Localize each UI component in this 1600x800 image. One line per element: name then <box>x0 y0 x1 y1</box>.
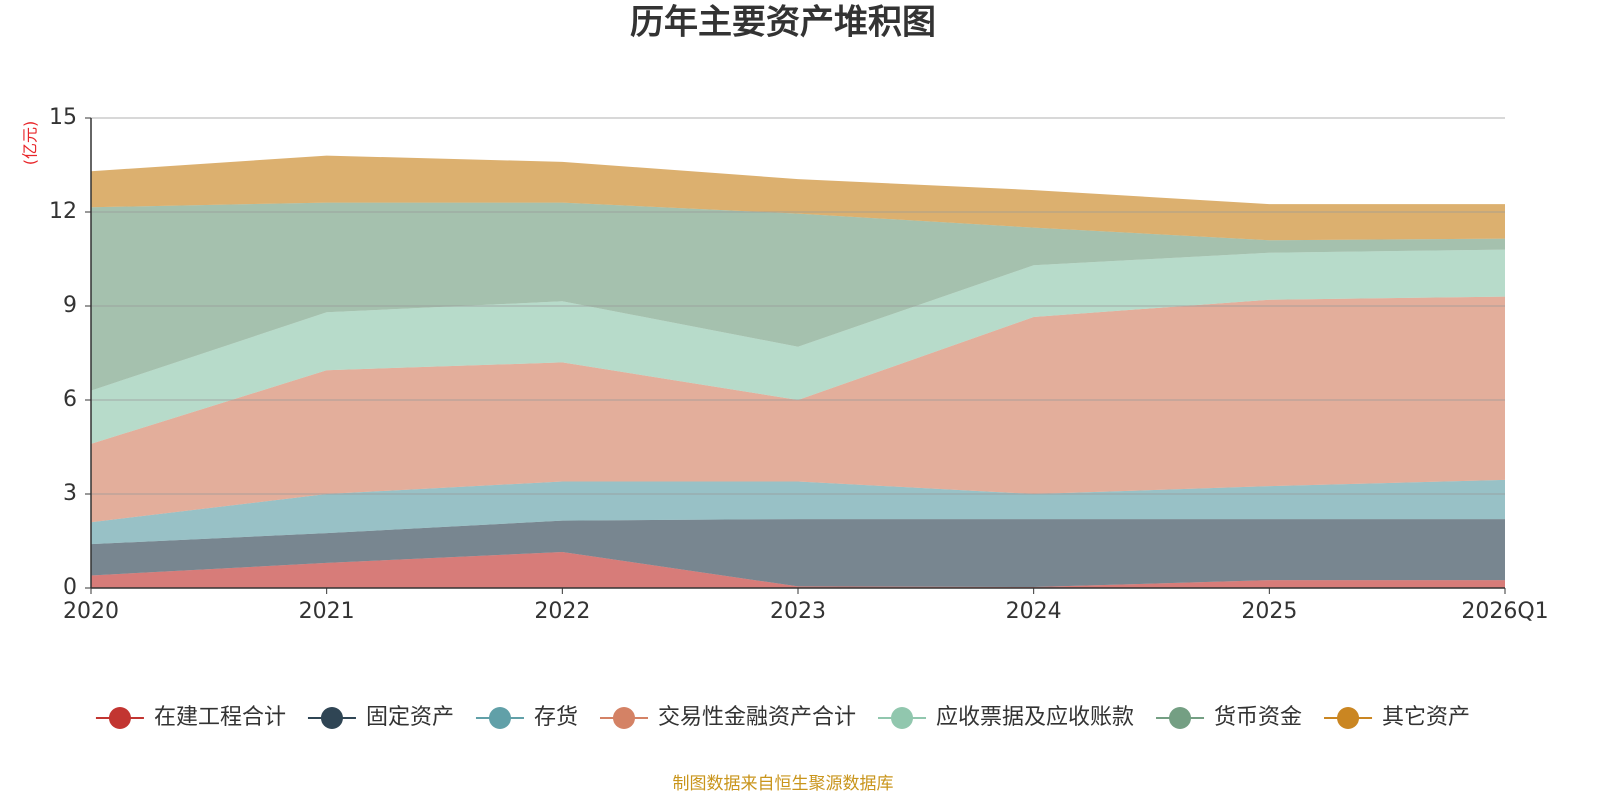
y-tick-label: 15 <box>49 105 77 130</box>
y-tick-label: 6 <box>63 387 77 412</box>
legend-marker <box>612 707 635 729</box>
x-tick-label: 2024 <box>1006 599 1062 624</box>
legend-item[interactable]: 存货 <box>475 705 578 730</box>
area <box>91 479 1505 545</box>
chart-title: 历年主要资产堆积图 <box>630 3 936 43</box>
x-tick-label: 2025 <box>1241 599 1297 624</box>
legend-label: 应收票据及应收账款 <box>936 705 1134 730</box>
legend-marker <box>108 707 131 729</box>
x-tick-label: 2026Q1 <box>1461 599 1548 624</box>
legend-item[interactable]: 在建工程合计 <box>95 705 286 730</box>
legend: 在建工程合计 固定资产 存货 交易性金融资产合计 应收票据及应收账款 货币资金 其它资产 <box>95 705 1470 730</box>
footer: 制图数据来自恒生聚源数据库 <box>673 774 894 794</box>
legend-marker <box>891 707 914 729</box>
area <box>91 155 1505 241</box>
legend-marker <box>1169 707 1192 729</box>
y-axis-title: (亿元) <box>21 121 40 166</box>
area <box>91 519 1505 588</box>
area <box>91 296 1505 523</box>
y-tick-label: 0 <box>63 575 77 600</box>
area <box>91 551 1505 588</box>
legend-item[interactable]: 交易性金融资产合计 <box>599 705 856 730</box>
legend-item[interactable]: 应收票据及应收账款 <box>878 705 1134 730</box>
x-tick-label: 2022 <box>534 599 590 624</box>
legend-label: 存货 <box>534 705 578 730</box>
legend-item[interactable]: 其它资产 <box>1324 705 1470 730</box>
legend-label: 交易性金融资产合计 <box>658 705 856 730</box>
legend-marker <box>1337 707 1360 729</box>
x-tick-label: 2021 <box>299 599 355 624</box>
legend-label: 在建工程合计 <box>154 705 286 730</box>
y-tick-label: 3 <box>63 481 77 506</box>
x-tick-label: 2023 <box>770 599 826 624</box>
legend-marker <box>488 707 511 729</box>
y-tick-label: 9 <box>63 293 77 318</box>
x-tick-label: 2020 <box>63 599 119 624</box>
legend-label: 其它资产 <box>1382 705 1470 730</box>
legend-item[interactable]: 货币资金 <box>1156 705 1302 730</box>
legend-item[interactable]: 固定资产 <box>307 705 454 730</box>
legend-label: 固定资产 <box>366 705 454 730</box>
legend-marker <box>320 707 343 729</box>
legend-label: 货币资金 <box>1214 705 1302 730</box>
y-tick-label: 12 <box>49 199 77 224</box>
area <box>91 202 1505 391</box>
